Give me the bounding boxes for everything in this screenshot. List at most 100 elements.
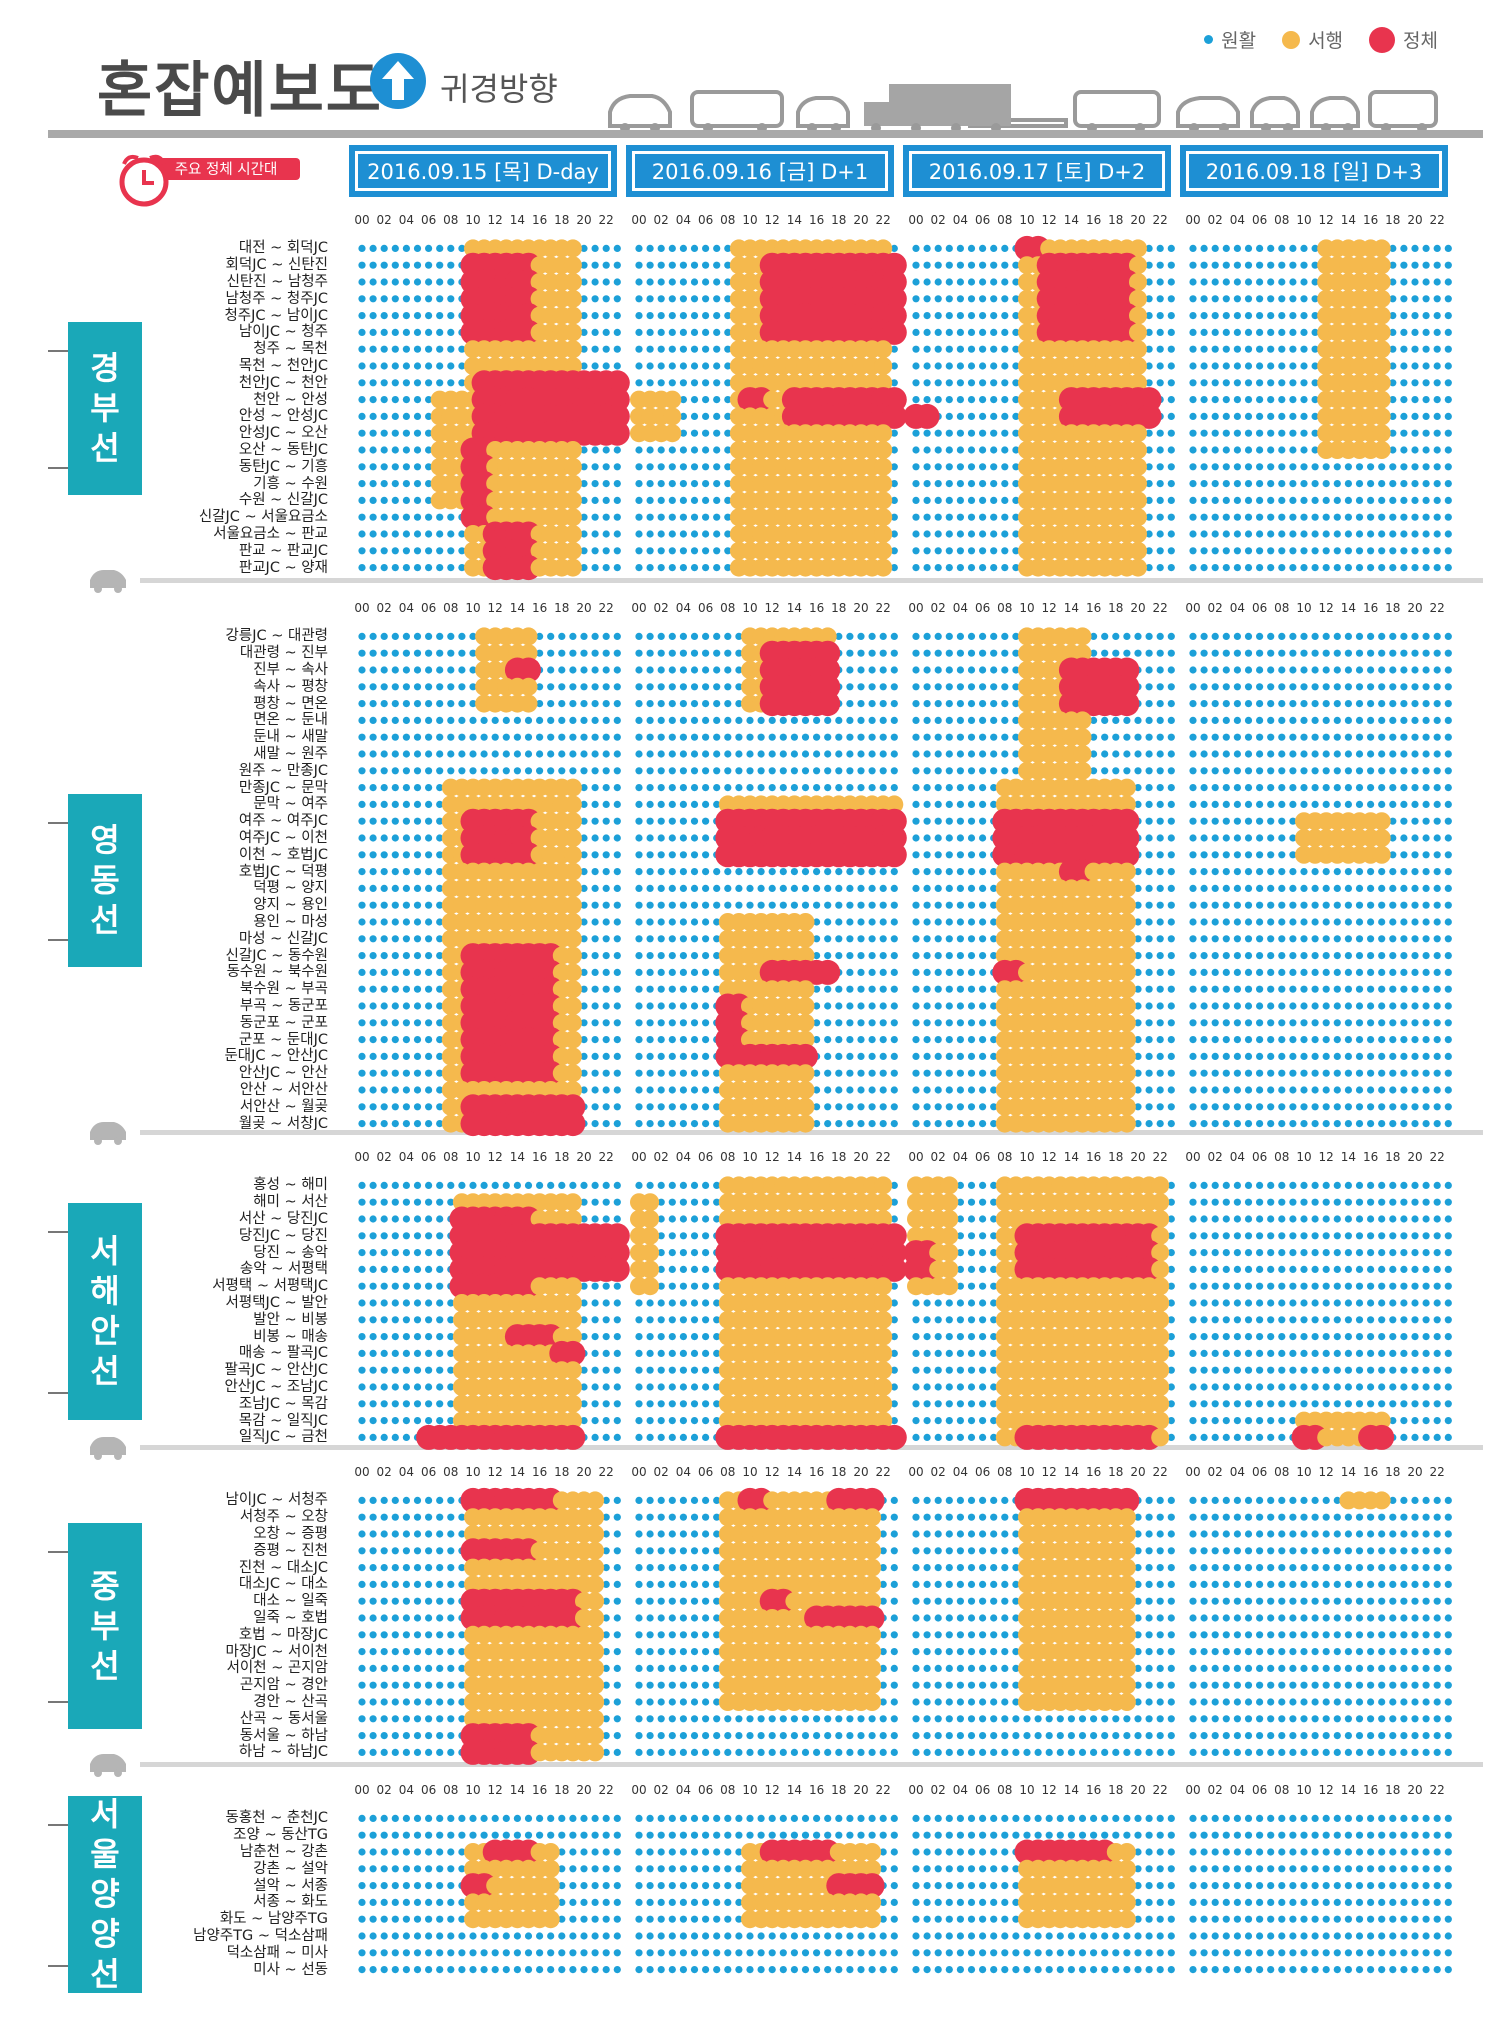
smooth-dot [613,1019,621,1027]
smooth-dot [1344,868,1352,876]
smooth-dot [1012,412,1020,420]
smooth-dot [1012,345,1020,353]
smooth-dot [923,429,931,437]
slow-dot [1129,474,1147,493]
smooth-dot [1267,1002,1275,1010]
road-segment-label: 만종JC ~ 문막 [238,779,328,796]
smooth-dot [635,261,643,269]
smooth-dot [1355,649,1364,657]
day-tab-2[interactable]: 2016.09.17 [토] D+2 [903,145,1171,197]
smooth-dot [469,750,477,758]
smooth-dot [702,312,710,320]
smooth-dot [846,683,854,691]
smooth-dot [879,901,887,909]
smooth-dot [1145,935,1153,943]
smooth-dot [391,918,399,926]
smooth-dot [1211,1052,1219,1060]
hour-tick-label: 18 [831,213,846,227]
smooth-dot [713,716,721,725]
smooth-dot [1211,496,1219,504]
smooth-dot [1211,261,1219,269]
smooth-dot [1200,261,1208,269]
smooth-dot [1444,244,1452,252]
smooth-dot [1211,733,1219,741]
smooth-dot [380,446,388,454]
day-tab-0[interactable]: 2016.09.15 [목] D-day [349,145,617,197]
day-tab-1[interactable]: 2016.09.16 [금] D+1 [626,145,894,197]
smooth-dot [934,884,942,893]
smooth-dot [1211,935,1219,943]
smooth-dot [1189,666,1197,674]
smooth-dot [868,918,876,926]
smooth-dot [1233,446,1241,454]
smooth-dot [956,1019,965,1027]
smooth-dot [1189,884,1197,893]
smooth-dot [1289,429,1297,437]
smooth-dot [912,547,920,555]
hour-tick-label: 16 [1086,601,1101,615]
slow-dot [1372,289,1391,308]
smooth-dot [402,784,410,792]
smooth-dot [979,834,987,842]
hour-tick-label: 22 [876,601,891,615]
smooth-dot [1411,868,1419,876]
smooth-dot [1112,767,1120,775]
smooth-dot [425,547,433,555]
smooth-dot [602,1002,610,1010]
smooth-dot [1333,496,1341,504]
smooth-dot [1012,328,1020,336]
smooth-dot [757,868,765,876]
smooth-dot [402,530,410,538]
smooth-dot [1256,884,1264,893]
slow-dot [563,1030,582,1049]
smooth-dot [1167,547,1175,555]
slow-dot [1372,390,1391,409]
smooth-dot [1200,345,1208,353]
smooth-dot [735,784,743,792]
smooth-dot [1222,817,1230,825]
smooth-dot [1167,683,1175,691]
smooth-dot [967,767,976,775]
slow-dot [1129,508,1147,527]
smooth-dot [1211,362,1219,370]
smooth-dot [1289,1069,1297,1077]
smooth-dot [1012,632,1020,641]
section-name-char: 선 [90,901,120,939]
smooth-dot [1289,480,1297,488]
smooth-dot [979,345,987,353]
smooth-dot [1378,733,1386,741]
hour-tick-label: 14 [1341,213,1356,227]
smooth-dot [635,952,643,960]
smooth-dot [646,683,654,691]
smooth-dot [1400,834,1408,842]
smooth-dot [1433,513,1441,521]
smooth-dot [1189,800,1197,809]
smooth-dot [912,328,920,336]
smooth-dot [547,750,555,758]
smooth-dot [613,649,621,657]
smooth-dot [635,784,643,792]
smooth-dot [1167,312,1175,320]
section-tick [48,1391,68,1394]
day-tab-3[interactable]: 2016.09.18 [일] D+3 [1180,145,1448,197]
slow-dot [796,1013,815,1032]
smooth-dot [1222,1052,1230,1060]
smooth-dot [1156,328,1164,336]
smooth-dot [591,952,599,960]
smooth-dot [779,868,787,876]
smooth-dot [402,901,410,909]
smooth-dot [657,1120,665,1128]
smooth-dot [790,716,799,725]
smooth-dot [1244,750,1253,758]
legend-item-jam: 정체 [1369,26,1438,53]
road-segment-label: 남청주 ~ 청주JC [225,290,328,307]
slow-dot [1117,1064,1136,1083]
smooth-dot [768,733,776,741]
smooth-dot [956,683,965,691]
smooth-dot [857,1052,865,1060]
smooth-dot [1145,429,1153,437]
smooth-dot [657,463,665,471]
smooth-dot [591,278,599,286]
smooth-dot [413,1086,422,1094]
smooth-dot [1101,733,1109,741]
